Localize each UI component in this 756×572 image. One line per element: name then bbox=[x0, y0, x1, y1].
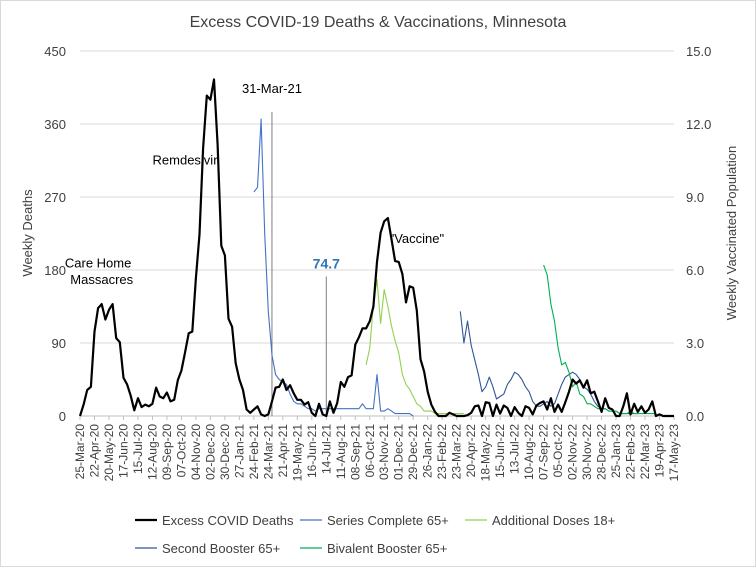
annotation-label: Care Home bbox=[65, 256, 131, 271]
x-tick-label: 04-Nov-20 bbox=[189, 424, 203, 480]
x-tick-label: 18-May-22 bbox=[479, 424, 493, 482]
x-axis-ticks: 25-Mar-20 22-Apr-20 20-May-20 17-Jun-20 15-J… bbox=[73, 416, 681, 481]
x-tick-label: 08-Sep-21 bbox=[348, 424, 362, 480]
x-tick-label: 24-Mar-21 bbox=[261, 424, 275, 480]
gridlines bbox=[80, 50, 674, 417]
x-tick-label: 25-Jan-23 bbox=[609, 424, 623, 478]
x-tick-label: 17-Jun-20 bbox=[116, 424, 130, 478]
y2-axis-label: Weekly Vaccinated Population bbox=[724, 146, 739, 320]
x-tick-label: 20-Apr-22 bbox=[464, 424, 478, 478]
annotation-label: 31-Mar-21 bbox=[242, 81, 302, 96]
x-tick-label: 05-Oct-22 bbox=[551, 424, 565, 478]
x-tick-label: 15-Jul-20 bbox=[131, 424, 145, 474]
x-tick-label: 07-Oct-20 bbox=[174, 424, 188, 478]
series-line bbox=[78, 78, 674, 418]
x-tick-label: 13-Jul-22 bbox=[508, 424, 522, 474]
x-tick-label: 17-May-23 bbox=[667, 424, 681, 482]
legend: Excess COVID Deaths Series Complete 65+ Ad… bbox=[135, 513, 615, 556]
x-tick-label: 30-Dec-20 bbox=[218, 424, 232, 480]
y2-tick-label: 9.0 bbox=[686, 190, 704, 205]
x-tick-label: 20-May-20 bbox=[102, 424, 116, 482]
x-tick-label: 03-Nov-21 bbox=[377, 424, 391, 480]
legend-label: Second Booster 65+ bbox=[162, 541, 280, 556]
y2-tick-label: 15.0 bbox=[686, 44, 711, 59]
x-tick-label: 22-Feb-23 bbox=[624, 424, 638, 480]
x-tick-label: 06-Oct-21 bbox=[363, 424, 377, 478]
legend-label: Series Complete 65+ bbox=[327, 513, 449, 528]
x-tick-label: 12-Aug-20 bbox=[145, 424, 159, 480]
reference-lines bbox=[271, 111, 327, 416]
x-tick-label: 10-Aug-22 bbox=[522, 424, 536, 480]
y-axis-ticks: 0 90 180 270 360 450 bbox=[44, 44, 66, 424]
y-tick-label: 0 bbox=[59, 409, 66, 424]
x-tick-label: 30-Nov-22 bbox=[580, 424, 594, 480]
x-tick-label: 07-Sep-22 bbox=[537, 424, 551, 480]
x-tick-label: 01-Dec-21 bbox=[392, 424, 406, 480]
x-tick-label: 22-Mar-23 bbox=[638, 424, 652, 480]
y-axis-label: Weekly Deaths bbox=[20, 189, 35, 277]
x-tick-label: 02-Dec-20 bbox=[203, 424, 217, 480]
annotation-label: 74.7 bbox=[313, 255, 340, 271]
y-tick-label: 90 bbox=[52, 336, 66, 351]
x-tick-label: 19-May-21 bbox=[290, 424, 304, 482]
x-tick-label: 14-Jul-21 bbox=[319, 424, 333, 474]
x-tick-label: 26-Jan-22 bbox=[421, 424, 435, 478]
x-tick-label: 02-Nov-22 bbox=[566, 424, 580, 480]
y2-tick-label: 6.0 bbox=[686, 263, 704, 278]
annotation-label: Massacres bbox=[70, 272, 133, 287]
x-tick-label: 09-Sep-20 bbox=[160, 424, 174, 480]
x-tick-label: 22-Apr-20 bbox=[87, 424, 101, 478]
x-tick-label: 23-Feb-22 bbox=[435, 424, 449, 480]
y2-tick-label: 3.0 bbox=[686, 336, 704, 351]
x-tick-label: 28-Dec-22 bbox=[595, 424, 609, 480]
y-tick-label: 360 bbox=[44, 117, 66, 132]
x-tick-label: 19-Apr-23 bbox=[653, 424, 667, 478]
y2-axis-ticks: 0.0 3.0 6.0 9.0 12.0 15.0 bbox=[686, 44, 711, 424]
annotation-label: Remdesivir bbox=[153, 153, 219, 168]
legend-label: Bivalent Booster 65+ bbox=[327, 541, 447, 556]
x-tick-label: 15-Jun-22 bbox=[493, 424, 507, 478]
x-tick-label: 25-Mar-20 bbox=[73, 424, 87, 480]
legend-label: Additional Doses 18+ bbox=[492, 513, 615, 528]
x-tick-label: 21-Apr-21 bbox=[276, 424, 290, 478]
y-tick-label: 180 bbox=[44, 263, 66, 278]
x-tick-label: 23-Mar-22 bbox=[450, 424, 464, 480]
x-tick-label: 24-Feb-21 bbox=[247, 424, 261, 480]
x-tick-label: 29-Dec-21 bbox=[406, 424, 420, 480]
y-tick-label: 270 bbox=[44, 190, 66, 205]
x-tick-label: 27-Jan-21 bbox=[232, 424, 246, 478]
chart-title: Excess COVID-19 Deaths & Vaccinations, M… bbox=[190, 14, 567, 31]
y2-tick-label: 0.0 bbox=[686, 409, 704, 424]
legend-label: Excess COVID Deaths bbox=[162, 513, 294, 528]
y2-tick-label: 12.0 bbox=[686, 117, 711, 132]
series-lines bbox=[78, 78, 674, 418]
x-tick-label: 11-Aug-21 bbox=[334, 424, 348, 479]
series-line bbox=[253, 118, 414, 417]
y-tick-label: 450 bbox=[44, 44, 66, 59]
annotation-label: "Vaccine" bbox=[390, 231, 445, 246]
x-tick-label: 16-Jun-21 bbox=[305, 424, 319, 478]
